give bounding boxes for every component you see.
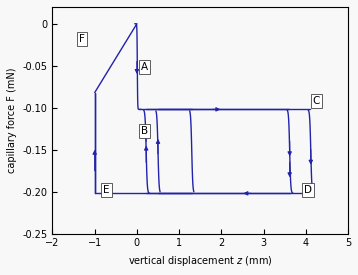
Text: C: C <box>313 96 320 106</box>
Text: B: B <box>141 126 148 136</box>
X-axis label: vertical displacement $z_{\mathrm{}}$ (mm): vertical displacement $z_{\mathrm{}}$ (m… <box>128 254 272 268</box>
Y-axis label: capillary force F (mN): capillary force F (mN) <box>7 68 17 173</box>
Text: A: A <box>141 62 148 72</box>
Text: F: F <box>79 34 85 44</box>
Text: D: D <box>304 185 312 195</box>
Text: E: E <box>103 185 110 195</box>
